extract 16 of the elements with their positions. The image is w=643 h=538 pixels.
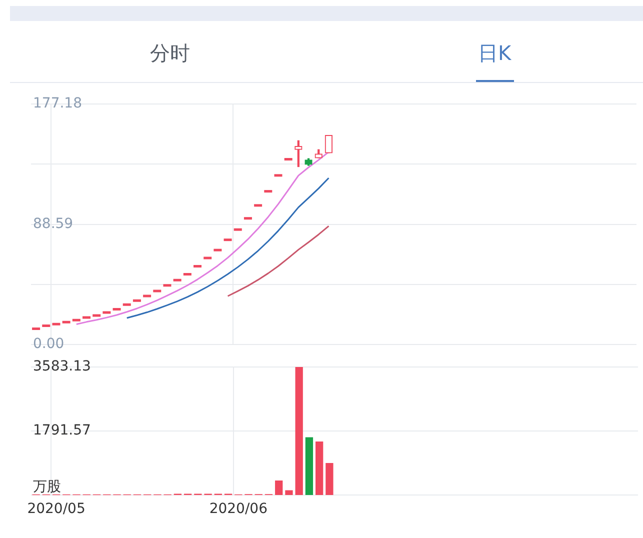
y-tick-label: 3583.13: [33, 358, 91, 375]
bar: [275, 480, 283, 496]
x-tick-label: 2020/06: [209, 501, 268, 518]
x-tick-label: 2020/05: [27, 501, 86, 518]
y-tick-label: 1791.57: [33, 422, 91, 439]
y-axis-title: 万股: [33, 478, 61, 495]
y-tick-label: 88.59: [33, 216, 74, 232]
bar: [285, 490, 293, 496]
text: 分时: [150, 40, 190, 67]
text: 日K: [478, 40, 512, 67]
y-tick-label: 0.00: [33, 336, 64, 352]
y-tick-label: 177.18: [33, 96, 82, 112]
bar: [326, 463, 334, 496]
bar: [315, 442, 324, 496]
bar: [305, 437, 314, 496]
bar: [295, 367, 303, 496]
